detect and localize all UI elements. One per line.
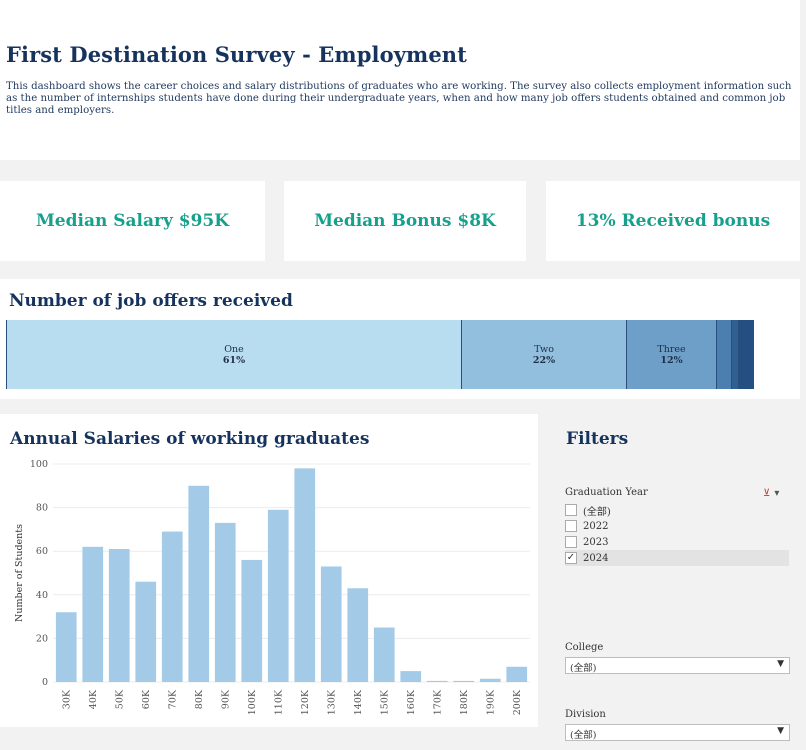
y-tick-label: 0: [42, 677, 48, 688]
kpi-median-salary-text: Median Salary $95K: [35, 211, 230, 231]
x-tick-label: 80K: [194, 689, 205, 709]
year-option-label: 2024: [583, 552, 609, 564]
offer-segment-label: Three: [657, 343, 686, 355]
salary-bar-110K[interactable]: [267, 509, 289, 682]
x-tick-label: 200K: [512, 689, 523, 715]
salary-bar-90K[interactable]: [214, 522, 236, 682]
salary-bar-200K[interactable]: [506, 666, 528, 682]
offer-segment[interactable]: [717, 320, 732, 389]
offer-segment-percent: 22%: [532, 354, 556, 366]
x-tick-label: 100K: [247, 689, 258, 715]
salary-bar-40K[interactable]: [82, 546, 104, 682]
offer-segment[interactable]: [732, 320, 739, 389]
salary-bar-50K[interactable]: [108, 549, 130, 682]
year-option-2022[interactable]: 2022: [565, 518, 789, 534]
x-tick-label: 130K: [326, 689, 337, 715]
y-tick-label: 40: [36, 590, 48, 601]
chevron-down-icon: ▼: [777, 726, 784, 736]
salary-bar-130K[interactable]: [320, 566, 342, 682]
graduation-year-filter-controls: ⊻ ▾: [763, 488, 779, 499]
filter-menu-chevron-icon[interactable]: ▾: [774, 488, 780, 499]
kpi-median-salary: Median Salary $95K: [0, 181, 265, 261]
y-axis-label: Number of Students: [14, 524, 25, 622]
division-label: Division: [565, 709, 606, 720]
year-option-2024[interactable]: ✓ 2024: [565, 550, 789, 566]
filters-panel: Filters Graduation Year ⊻ ▾ (全部) 2022 20…: [556, 414, 806, 750]
page-title: First Destination Survey - Employment: [6, 42, 467, 67]
job-offers-title: Number of job offers received: [9, 291, 293, 311]
year-option-all[interactable]: (全部): [565, 502, 789, 518]
offer-segment-label: Two: [534, 343, 554, 355]
salary-bar-120K[interactable]: [294, 468, 316, 682]
college-dropdown[interactable]: (全部) ▼: [565, 657, 790, 674]
x-tick-label: 150K: [379, 689, 390, 715]
offer-segment-percent: 12%: [660, 354, 683, 366]
kpi-median-bonus: Median Bonus $8K: [284, 181, 526, 261]
salary-chart: 0 20 40 60 80 100 Number of Students 30K 40K 50K 6…: [14, 459, 530, 715]
offer-segment-percent: 61%: [222, 354, 246, 366]
header-panel: First Destination Survey - Employment Th…: [0, 0, 800, 160]
division-dropdown-value: (全部): [570, 730, 597, 741]
x-tick-label: 190K: [485, 689, 496, 715]
x-tick-label: 50K: [114, 689, 125, 709]
y-tick-label: 100: [30, 459, 48, 470]
salary-bar-180K[interactable]: [453, 680, 475, 682]
division-dropdown[interactable]: (全部) ▼: [565, 724, 790, 741]
salary-bar-160K[interactable]: [400, 671, 422, 682]
offer-segment[interactable]: Two 22%: [462, 320, 627, 389]
x-tick-label: 60K: [141, 689, 152, 709]
checkbox-icon[interactable]: [565, 504, 577, 516]
kpi-median-bonus-text: Median Bonus $8K: [314, 211, 496, 231]
checkbox-icon[interactable]: [565, 536, 577, 548]
x-tick-label: 120K: [300, 689, 311, 715]
x-tick-label: 140K: [353, 689, 364, 715]
salary-bar-170K[interactable]: [426, 680, 448, 682]
x-tick-label: 170K: [432, 689, 443, 715]
job-offers-panel: Number of job offers received One 61% Two 2…: [0, 279, 800, 399]
offer-segment[interactable]: [739, 320, 754, 389]
kpi-received-bonus-text: 13% Received bonus: [575, 211, 771, 231]
kpi-received-bonus: 13% Received bonus: [546, 181, 800, 261]
page-description: This dashboard shows the career choices …: [6, 81, 792, 116]
x-tick-label: 90K: [220, 689, 231, 709]
salary-bar-190K[interactable]: [479, 678, 501, 682]
x-tick-label: 110K: [273, 689, 284, 715]
college-dropdown-value: (全部): [570, 663, 597, 674]
y-tick-label: 20: [36, 633, 48, 644]
salary-bar-70K[interactable]: [161, 531, 183, 682]
checkbox-checked-icon[interactable]: ✓: [565, 552, 577, 564]
year-option-label: (全部): [583, 506, 611, 518]
clear-filter-icon[interactable]: ⊻: [763, 488, 771, 499]
x-tick-label: 40K: [88, 689, 99, 709]
salary-bar-60K[interactable]: [135, 581, 157, 682]
x-tick-label: 70K: [167, 689, 178, 709]
salaries-title: Annual Salaries of working graduates: [10, 429, 370, 449]
salary-bar-80K[interactable]: [188, 485, 210, 682]
filters-title: Filters: [566, 429, 629, 449]
offer-segment-label: One: [224, 343, 244, 355]
salary-bar-140K[interactable]: [347, 588, 369, 682]
salary-bar-100K[interactable]: [241, 559, 263, 682]
salary-bar-150K[interactable]: [373, 627, 395, 683]
y-tick-label: 60: [36, 546, 48, 557]
year-option-label: 2023: [583, 536, 609, 548]
y-tick-label: 80: [36, 503, 48, 514]
offer-segment[interactable]: Three 12%: [627, 320, 717, 389]
chevron-down-icon: ▼: [777, 659, 784, 669]
college-label: College: [565, 642, 604, 653]
checkbox-icon[interactable]: [565, 520, 577, 532]
salaries-panel: 0 20 40 60 80 100 Number of Students 30K 40K 50K 6…: [0, 414, 538, 727]
graduation-year-label: Graduation Year: [565, 487, 648, 498]
year-option-2023[interactable]: 2023: [565, 534, 789, 550]
x-tick-label: 160K: [406, 689, 417, 715]
offer-segment[interactable]: One 61%: [6, 320, 462, 389]
year-option-label: 2022: [583, 520, 609, 532]
x-tick-label: 30K: [61, 689, 72, 709]
salary-bar-30K[interactable]: [55, 612, 77, 682]
x-tick-label: 180K: [459, 689, 470, 715]
